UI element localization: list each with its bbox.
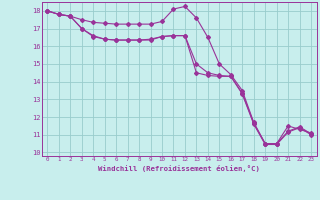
X-axis label: Windchill (Refroidissement éolien,°C): Windchill (Refroidissement éolien,°C) xyxy=(98,165,260,172)
